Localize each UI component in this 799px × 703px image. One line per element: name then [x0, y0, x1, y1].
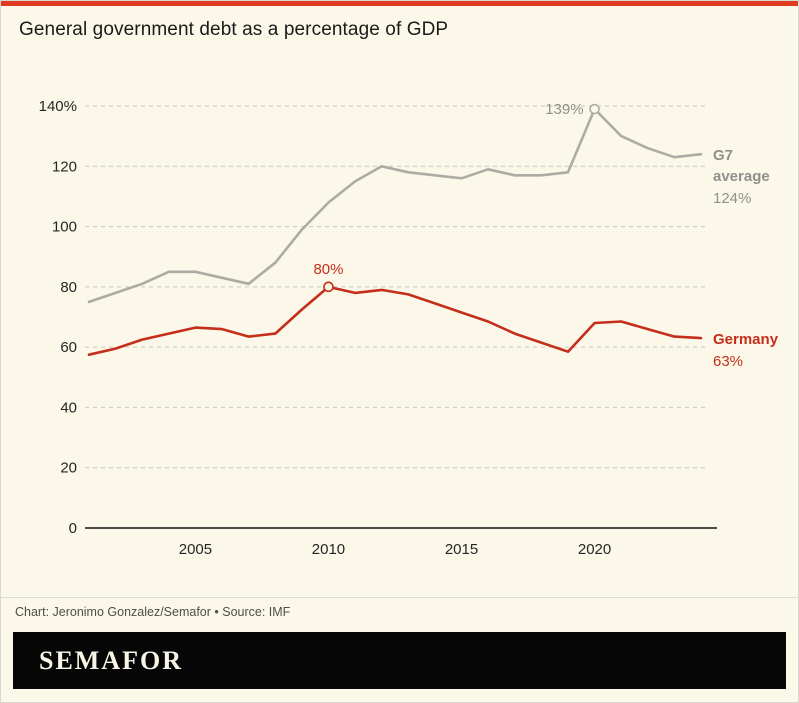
series-end-value: 124% — [713, 190, 751, 207]
y-tick-label: 0 — [69, 520, 77, 537]
annotation-label: 139% — [545, 101, 583, 118]
annotation-marker-g7-average — [589, 103, 600, 115]
x-tick-label: 2020 — [578, 541, 611, 558]
y-tick-label: 60 — [60, 339, 77, 356]
chart-area: 0 20 40 60 80 100 120 140% 2005 2010 2015 2020 139% 8… — [1, 53, 798, 593]
annotation-label: 80% — [313, 261, 343, 278]
semafor-logo: SEMAFOR — [39, 645, 183, 675]
chart-title: General government debt as a percentage … — [19, 19, 449, 40]
logo-bar: SEMAFOR — [13, 632, 786, 689]
series-end-label: G7 — [713, 147, 733, 164]
series-end-value: 63% — [713, 353, 743, 370]
y-tick-label: 40 — [60, 399, 77, 416]
credit-line: Chart: Jeronimo Gonzalez/Semafor • Sourc… — [15, 605, 291, 619]
y-tick-label: 20 — [60, 460, 77, 477]
series-line-germany — [87, 285, 703, 357]
x-tick-label: 2015 — [445, 541, 478, 558]
y-tick-label: 100 — [52, 219, 77, 236]
y-tick-label: 140% — [39, 98, 77, 115]
annotation-marker-germany — [323, 281, 334, 293]
accent-bar — [1, 1, 798, 6]
x-tick-label: 2010 — [312, 541, 345, 558]
footer-divider — [1, 597, 798, 598]
series-end-label: average — [713, 168, 770, 185]
y-tick-label: 80 — [60, 279, 77, 296]
y-tick-label: 120 — [52, 158, 77, 175]
series-end-label: Germany — [713, 331, 779, 348]
x-tick-label: 2005 — [179, 541, 212, 558]
series-line-g7-average — [87, 107, 703, 304]
line-chart: 0 20 40 60 80 100 120 140% 2005 2010 2015 2020 139% 8… — [39, 98, 779, 558]
